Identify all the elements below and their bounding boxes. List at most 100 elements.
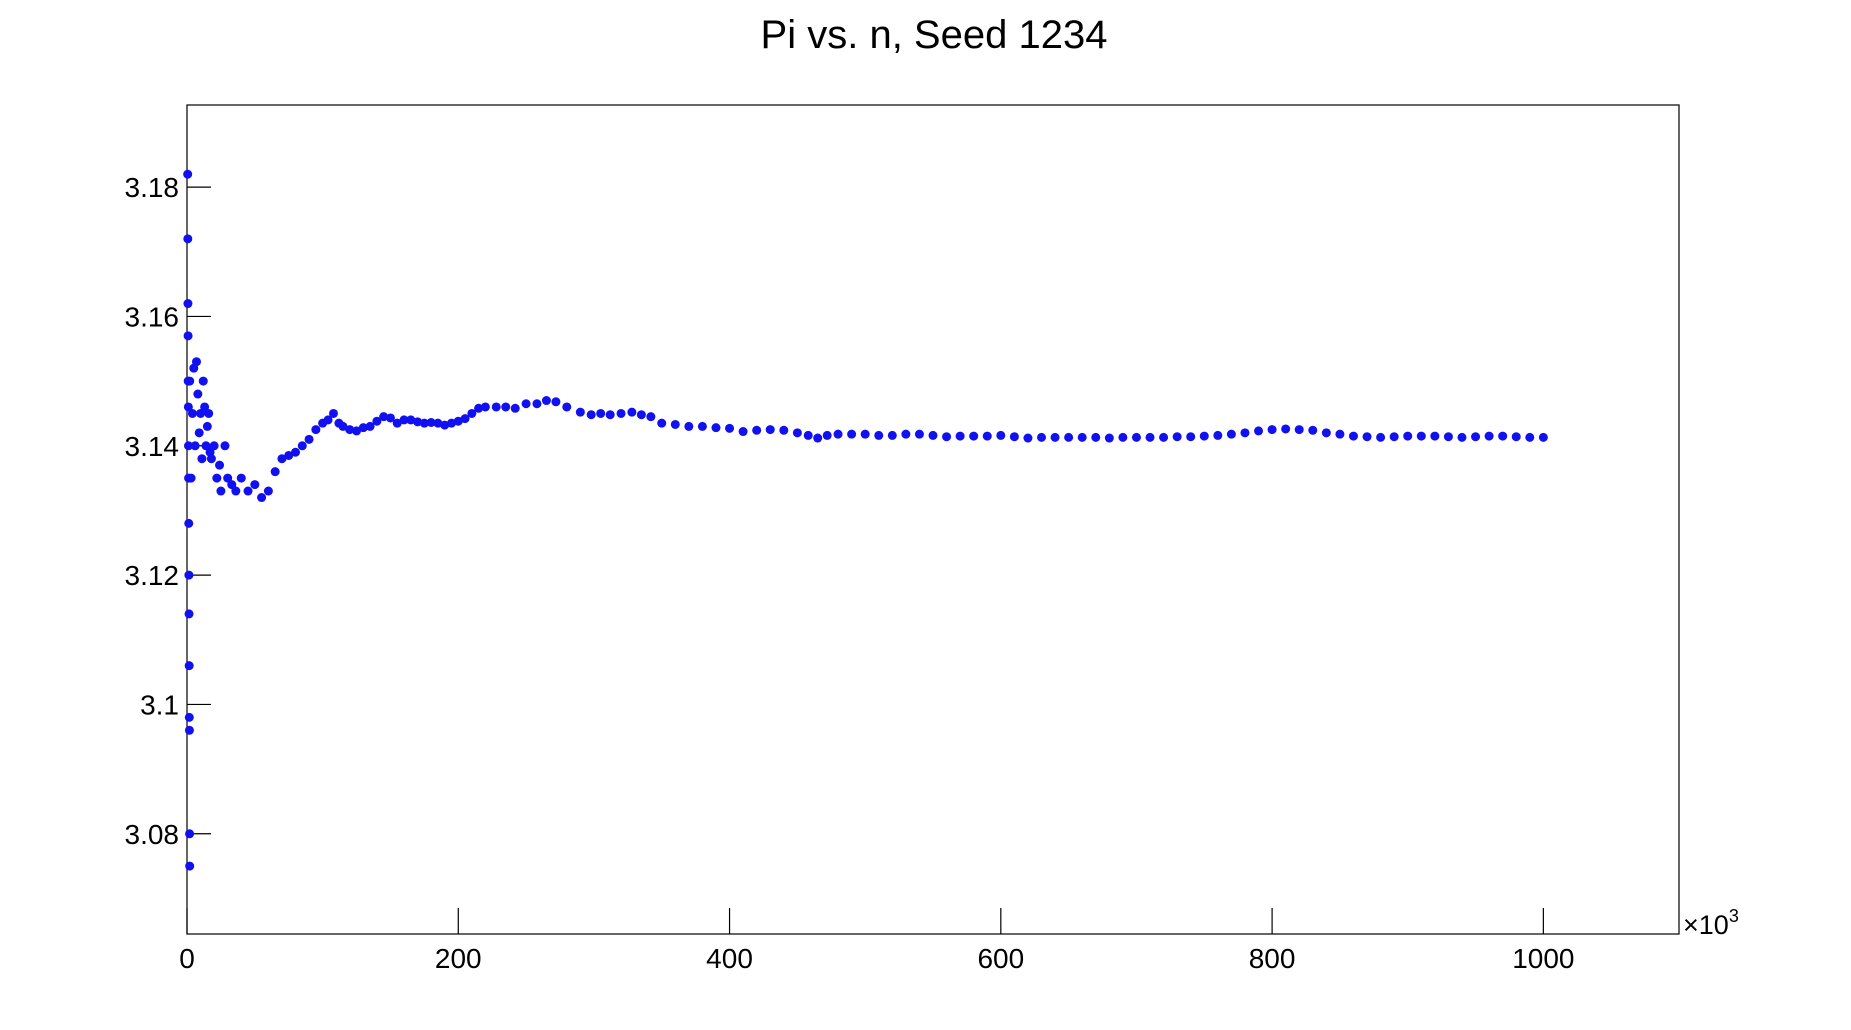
- point: [206, 454, 216, 464]
- point: [1159, 432, 1169, 442]
- point: [227, 480, 237, 490]
- point: [419, 418, 429, 428]
- point: [1376, 432, 1386, 442]
- point: [711, 423, 721, 433]
- point: [874, 430, 884, 440]
- point: [480, 402, 490, 412]
- point: [204, 408, 214, 418]
- x-tick-label: 800: [1249, 943, 1296, 974]
- point: [1091, 432, 1101, 442]
- point: [541, 396, 551, 406]
- point: [185, 861, 195, 871]
- point: [860, 429, 870, 439]
- point: [562, 402, 572, 412]
- point: [196, 408, 206, 418]
- point: [1213, 430, 1223, 440]
- point: [257, 493, 267, 503]
- point: [277, 454, 287, 464]
- point: [212, 473, 222, 483]
- point: [185, 829, 195, 839]
- point: [328, 408, 338, 418]
- point: [1145, 432, 1155, 442]
- x-tick-label: 600: [977, 943, 1024, 974]
- point: [847, 429, 857, 439]
- point: [1037, 432, 1047, 442]
- point: [183, 234, 193, 244]
- point: [198, 376, 208, 386]
- point: [551, 397, 561, 407]
- point: [243, 486, 253, 496]
- x-multiplier: ×103: [1683, 906, 1739, 940]
- point: [1525, 432, 1535, 442]
- point: [392, 418, 402, 428]
- point: [1240, 428, 1250, 438]
- point: [1077, 432, 1087, 442]
- point: [467, 408, 477, 418]
- point: [406, 415, 416, 425]
- point: [1186, 432, 1196, 442]
- point: [1335, 429, 1345, 439]
- point: [616, 408, 626, 418]
- point: [1226, 429, 1236, 439]
- point: [433, 418, 443, 428]
- point: [201, 441, 211, 451]
- point: [792, 428, 802, 438]
- point: [365, 421, 375, 431]
- point: [1484, 431, 1494, 441]
- y-tick-label: 3.08: [125, 819, 180, 850]
- point: [1172, 432, 1182, 442]
- point: [1104, 433, 1114, 443]
- point: [183, 331, 193, 341]
- point: [270, 467, 280, 477]
- point: [250, 480, 260, 490]
- point: [803, 430, 813, 440]
- point: [1321, 428, 1331, 438]
- point: [209, 441, 219, 451]
- point: [453, 416, 463, 426]
- point: [379, 412, 389, 422]
- x-tick-label: 0: [179, 943, 195, 974]
- point: [200, 402, 210, 412]
- point: [1416, 431, 1426, 441]
- point: [460, 414, 470, 424]
- point: [345, 425, 355, 435]
- point: [697, 421, 707, 431]
- point: [426, 418, 436, 428]
- point: [413, 417, 423, 427]
- point: [352, 426, 362, 436]
- point: [627, 407, 637, 417]
- point: [765, 425, 775, 435]
- point: [183, 441, 193, 451]
- point: [914, 429, 924, 439]
- point: [813, 433, 823, 443]
- point: [263, 486, 273, 496]
- point: [372, 416, 382, 426]
- point: [236, 473, 246, 483]
- point: [901, 429, 911, 439]
- point: [996, 430, 1006, 440]
- point: [385, 413, 395, 423]
- point: [521, 399, 531, 409]
- point: [510, 403, 520, 413]
- point: [1430, 431, 1440, 441]
- point: [1443, 432, 1453, 442]
- point: [1511, 432, 1521, 442]
- y-tick-label: 3.18: [125, 172, 180, 203]
- point: [184, 661, 194, 671]
- point: [191, 357, 201, 367]
- point: [1294, 425, 1304, 435]
- point: [304, 434, 314, 444]
- point: [220, 441, 230, 451]
- point: [1498, 431, 1508, 441]
- point: [446, 418, 456, 428]
- point: [311, 425, 321, 435]
- point: [338, 421, 348, 431]
- point: [605, 410, 615, 420]
- point: [969, 431, 979, 441]
- y-tick-label: 3.1: [140, 689, 179, 720]
- point: [193, 389, 203, 399]
- point: [202, 421, 212, 431]
- point: [1118, 432, 1128, 442]
